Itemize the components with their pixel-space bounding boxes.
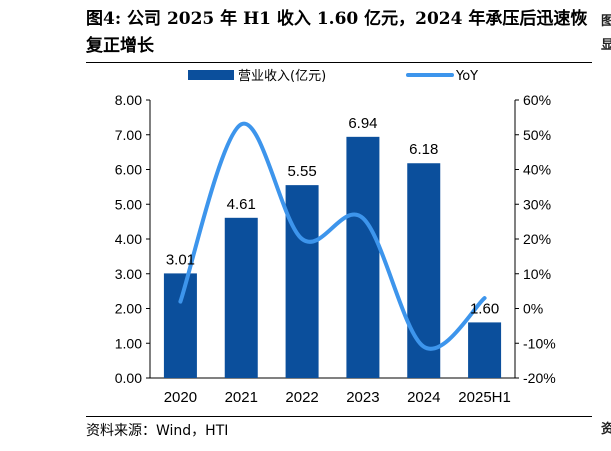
bar-revenue	[285, 185, 319, 378]
left-axis-tick-label: 1.00	[115, 335, 142, 351]
right-axis-tick-label: 60%	[523, 92, 551, 108]
bar-data-label: 6.94	[348, 115, 377, 132]
left-axis-tick-label: 7.00	[115, 127, 142, 143]
side-text-fragment: 图	[601, 14, 611, 29]
right-axis-tick-label: -10%	[523, 335, 556, 351]
yoy-line-layer	[178, 121, 487, 351]
legend: 营业收入(亿元) YoY	[188, 69, 478, 84]
bar-revenue	[163, 273, 197, 378]
left-axis-tick-label: 6.00	[115, 162, 142, 178]
x-axis-tick-label: 2023	[346, 389, 379, 406]
right-axis-tick-label: 10%	[523, 266, 551, 282]
left-axis-tick-label: 2.00	[115, 301, 142, 317]
bar-data-label: 5.55	[287, 163, 316, 180]
x-axis-tick-label: 2025H1	[458, 389, 511, 406]
left-axis-tick-label: 0.00	[115, 370, 142, 386]
side-text-fragment: 显	[601, 38, 611, 53]
x-axis-tick-label: 2020	[164, 389, 197, 406]
right-axis-tick-label: 20%	[523, 231, 551, 247]
left-axis-tick-label: 5.00	[115, 196, 142, 212]
left-axis-tick-label: 8.00	[115, 92, 142, 108]
side-text-fragment: 资	[601, 422, 611, 437]
bar-revenue	[346, 136, 380, 378]
bar-revenue	[468, 322, 502, 378]
x-axis-tick-label: 2021	[225, 389, 258, 406]
source-note: 资料来源：Wind，HTI	[86, 423, 229, 439]
yoy-line	[178, 121, 487, 351]
left-axis-tick-label: 3.00	[115, 266, 142, 282]
bar-revenue	[224, 217, 258, 378]
axes: 0.00 1.00 2.00 3.00 4.00 5.00 6.00 7.00 8.00 -20%…	[115, 92, 556, 406]
right-axis-tick-label: -20%	[523, 370, 556, 386]
chart-title: 图4: 公司 2025 年 H1 收入 1.60 亿元，2024 年承压后迅速恢…	[86, 9, 588, 56]
left-axis-tick-label: 4.00	[115, 231, 142, 247]
right-axis-tick-label: 40%	[523, 162, 551, 178]
right-axis-tick-label: 0%	[523, 301, 543, 317]
x-axis-tick-label: 2024	[407, 389, 440, 406]
bar-data-label: 4.61	[227, 196, 256, 213]
bottom-divider	[86, 416, 592, 417]
legend-label-yoy: YoY	[455, 69, 478, 84]
bar-data-label: 1.60	[470, 300, 499, 317]
right-axis-tick-label: 50%	[523, 127, 551, 143]
right-axis-tick-label: 30%	[523, 196, 551, 212]
bar-data-label: 6.18	[409, 141, 438, 158]
bars	[163, 136, 502, 378]
bar-revenue	[407, 163, 441, 378]
top-divider	[86, 62, 592, 63]
legend-swatch-revenue	[188, 70, 234, 80]
data-labels: 3.01 4.61 5.55 6.94 6.18 1.60	[166, 115, 499, 318]
bar-data-label: 3.01	[166, 251, 195, 268]
legend-label-revenue: 营业收入(亿元)	[238, 69, 326, 84]
x-axis-tick-label: 2022	[285, 389, 318, 406]
